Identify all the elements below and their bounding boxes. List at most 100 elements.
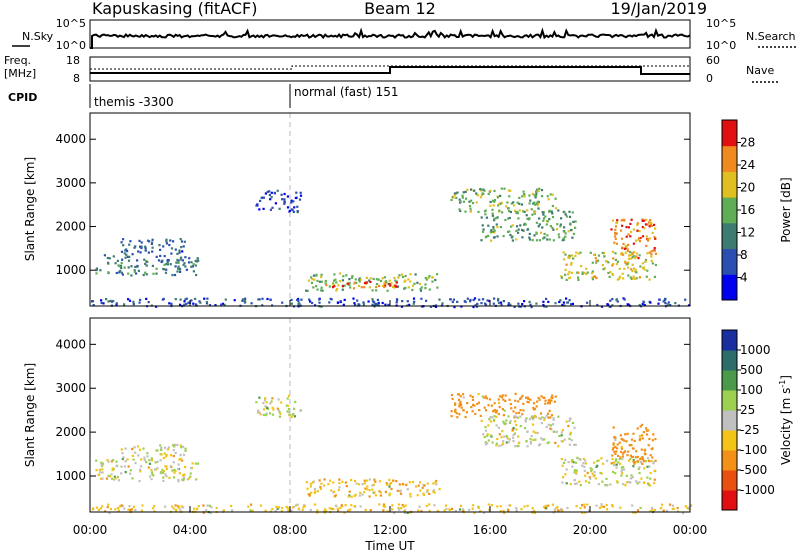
heatmap-cell bbox=[583, 506, 586, 509]
heatmap-cell bbox=[360, 286, 363, 289]
heatmap-cell bbox=[454, 403, 457, 406]
heatmap-cell bbox=[297, 303, 300, 306]
heatmap-cell bbox=[187, 301, 190, 304]
heatmap-cell bbox=[150, 457, 153, 460]
heatmap-cell bbox=[116, 259, 119, 262]
heatmap-cell bbox=[595, 261, 598, 264]
heatmap-cell bbox=[411, 480, 415, 484]
heatmap-cell bbox=[584, 459, 587, 462]
heatmap-cell bbox=[578, 480, 581, 483]
heatmap-cell bbox=[573, 478, 576, 482]
heatmap-cell bbox=[496, 437, 499, 440]
heatmap-cell bbox=[650, 221, 653, 224]
heatmap-cell bbox=[517, 302, 520, 305]
heatmap-cell bbox=[398, 483, 401, 486]
heatmap-cell bbox=[507, 207, 510, 210]
heatmap-cell bbox=[489, 434, 492, 437]
heatmap-cell bbox=[502, 442, 505, 445]
heatmap-cell bbox=[129, 472, 132, 475]
heatmap-cell bbox=[538, 417, 541, 420]
heatmap-cell bbox=[611, 298, 614, 301]
heatmap-cell bbox=[572, 220, 575, 223]
heatmap-cell bbox=[627, 450, 630, 453]
heatmap-cell bbox=[551, 396, 554, 400]
heatmap-cell bbox=[132, 303, 135, 306]
heatmap-cell bbox=[602, 268, 605, 271]
heatmap-cell bbox=[635, 456, 638, 459]
heatmap-cell bbox=[140, 245, 143, 248]
heatmap-cell bbox=[618, 275, 622, 278]
heatmap-cell bbox=[186, 478, 189, 481]
heatmap-cell bbox=[181, 474, 185, 477]
heatmap-cell bbox=[548, 409, 551, 412]
heatmap-cell bbox=[622, 277, 625, 280]
heatmap-cell bbox=[120, 448, 123, 451]
heatmap-cell bbox=[403, 511, 406, 514]
heatmap-cell bbox=[163, 452, 166, 455]
heatmap-cell bbox=[507, 217, 510, 220]
heatmap-cell bbox=[547, 423, 550, 426]
heatmap-cell bbox=[540, 437, 543, 440]
heatmap-cell bbox=[568, 254, 571, 257]
heatmap-cell bbox=[567, 273, 570, 276]
heatmap-cell bbox=[492, 225, 495, 229]
heatmap-cell bbox=[648, 465, 651, 468]
heatmap-cell bbox=[619, 462, 622, 466]
heatmap-cell bbox=[101, 477, 104, 480]
heatmap-cell bbox=[315, 285, 318, 288]
x-axis-label: Time UT bbox=[364, 539, 415, 553]
x-tick-label: 12:00 bbox=[373, 523, 408, 537]
heatmap-cell bbox=[409, 273, 412, 276]
heatmap-cell bbox=[291, 506, 294, 509]
heatmap-cell bbox=[471, 398, 475, 402]
heatmap-cell bbox=[176, 252, 179, 255]
heatmap-cell bbox=[202, 504, 205, 507]
heatmap-cell bbox=[120, 504, 123, 507]
heatmap-cell bbox=[646, 476, 649, 479]
heatmap-cell bbox=[636, 509, 640, 512]
heatmap-cell bbox=[549, 225, 552, 228]
heatmap-cell bbox=[497, 412, 500, 416]
heatmap-cell bbox=[95, 459, 98, 462]
heatmap-cell bbox=[140, 241, 143, 244]
heatmap-cell bbox=[612, 446, 615, 449]
heatmap-cell bbox=[595, 259, 598, 263]
heatmap-cell bbox=[294, 400, 297, 403]
heatmap-cell bbox=[538, 239, 542, 242]
heatmap-cell bbox=[471, 507, 474, 510]
heatmap-cell bbox=[173, 445, 176, 448]
heatmap-cell bbox=[511, 428, 514, 431]
heatmap-cell bbox=[479, 414, 482, 417]
heatmap-cell bbox=[531, 416, 535, 420]
heatmap-cell bbox=[151, 238, 154, 241]
heatmap-cell bbox=[363, 286, 366, 289]
heatmap-cell bbox=[500, 444, 504, 447]
heatmap-cell bbox=[308, 298, 311, 301]
heatmap-cell bbox=[319, 486, 322, 489]
heatmap-cell bbox=[552, 228, 555, 231]
heatmap-cell bbox=[513, 432, 516, 435]
heatmap-cell bbox=[392, 479, 395, 482]
heatmap-cell bbox=[409, 492, 412, 496]
heatmap-cell bbox=[143, 456, 146, 459]
heatmap-cell bbox=[684, 298, 687, 301]
heatmap-cell bbox=[481, 395, 484, 398]
heatmap-cell bbox=[353, 281, 356, 284]
heatmap-cell bbox=[488, 508, 491, 511]
heatmap-cell bbox=[531, 423, 535, 426]
heatmap-cell bbox=[176, 270, 179, 273]
heatmap-cell bbox=[522, 210, 525, 213]
heatmap-cell bbox=[156, 467, 159, 470]
heatmap-cell bbox=[305, 289, 308, 292]
heatmap-cell bbox=[469, 298, 472, 302]
heatmap-cell bbox=[573, 471, 576, 474]
heatmap-cell bbox=[636, 222, 639, 225]
heatmap-cell bbox=[653, 508, 656, 512]
heatmap-cell bbox=[338, 478, 341, 481]
heatmap-cell bbox=[414, 485, 418, 488]
heatmap-cell bbox=[499, 505, 502, 508]
heatmap-cell bbox=[353, 494, 356, 498]
heatmap-cell bbox=[163, 255, 166, 258]
heatmap-cell bbox=[615, 450, 618, 453]
heatmap-cell bbox=[609, 271, 612, 274]
